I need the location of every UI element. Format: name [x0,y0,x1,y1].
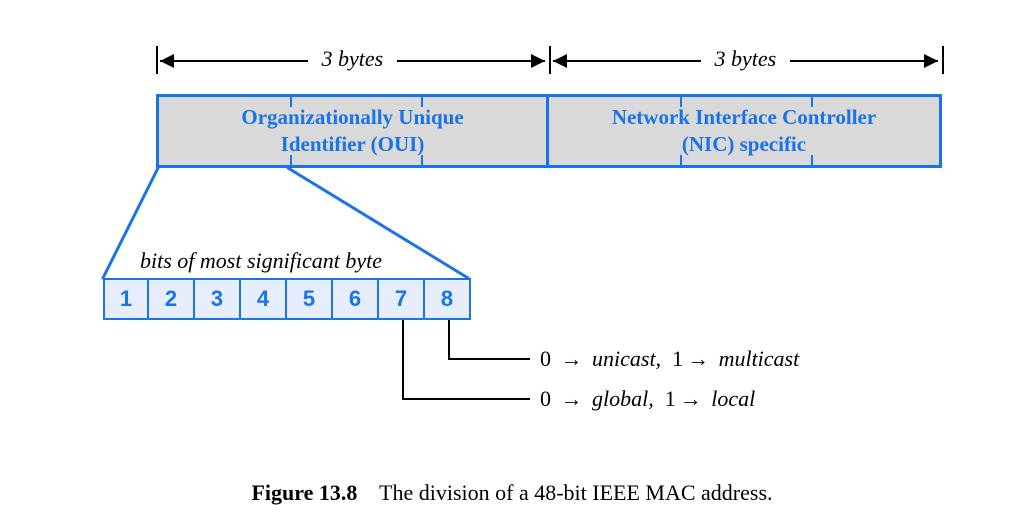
byte-tick [421,155,423,165]
byte-tick [811,97,813,107]
dim-label-right: 3 bytes [701,46,791,72]
dim-tick-left [156,46,158,74]
callout-one-label: multicast [719,346,800,371]
byte-tick [290,155,292,165]
figure-text: The division of a 48-bit IEEE MAC addres… [379,480,773,505]
oui-box: Organizationally Unique Identifier (OUI) [156,94,549,168]
byte-tick [811,155,813,165]
callout-one: 1→ [665,386,712,411]
callout-zero-label: global, [592,386,654,411]
bit-cell: 7 [379,278,425,320]
nic-box: Network Interface Controller (NIC) speci… [549,94,942,168]
oui-label-line1: Organizationally Unique [241,104,463,131]
bit-cell: 6 [333,278,379,320]
callout-zero: 0 → [540,346,592,371]
dim-label-left: 3 bytes [308,46,398,72]
bits-label: bits of most significant byte [140,248,382,274]
bit-cell: 3 [195,278,241,320]
mac-address-row: Organizationally Unique Identifier (OUI)… [156,94,942,168]
figure-caption: Figure 13.8 The division of a 48-bit IEE… [0,480,1024,506]
oui-label-line2: Identifier (OUI) [241,131,463,158]
bit-cell: 5 [287,278,333,320]
bit-cell: 4 [241,278,287,320]
nic-label-line2: (NIC) specific [612,131,876,158]
byte-tick [680,155,682,165]
byte-tick [421,97,423,107]
callout-line-horizontal [448,358,530,360]
callout-line-vertical [402,320,404,398]
bit-cell: 8 [425,278,471,320]
callout-line-horizontal [402,398,530,400]
callout-line-vertical [448,320,450,358]
callout-one-label: local [711,386,755,411]
dim-tick-mid [549,46,551,74]
byte-tick [680,97,682,107]
bit-cell: 2 [149,278,195,320]
callout-zero-label: unicast, [592,346,661,371]
diagram-stage: 3 bytes 3 bytes Organizationally Unique … [0,0,1024,526]
callout-zero: 0 → [540,386,592,411]
callout-text: 0 → global, 1→ local [540,386,755,412]
bit-cell: 1 [103,278,149,320]
figure-number: Figure 13.8 [251,480,357,505]
dim-tick-right [942,46,944,74]
callout-one: 1→ [672,346,719,371]
callout-text: 0 → unicast, 1→ multicast [540,346,799,372]
nic-label-line1: Network Interface Controller [612,104,876,131]
bits-row: 12345678 [103,278,471,320]
byte-tick [290,97,292,107]
